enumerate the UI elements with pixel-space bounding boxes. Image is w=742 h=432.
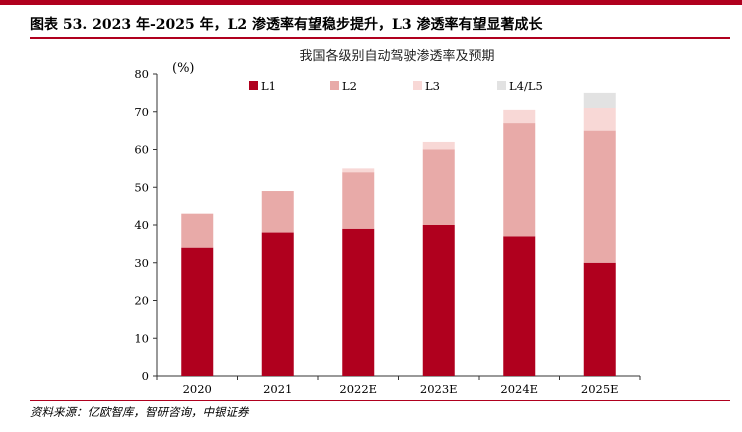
bar-segment-l3 bbox=[422, 141, 455, 150]
legend-swatch bbox=[330, 81, 339, 90]
bar-segment-l1 bbox=[422, 225, 455, 376]
chart-title: 我国各级别自动驾驶渗透率及预期 bbox=[299, 48, 494, 64]
bar-segment-l1 bbox=[342, 228, 375, 376]
bar-segment-l1 bbox=[261, 232, 294, 376]
bar-segment-l4-l5 bbox=[583, 92, 616, 108]
bar-segment-l2 bbox=[503, 123, 536, 237]
legend-label: L3 bbox=[425, 79, 440, 93]
legend-label: L4/L5 bbox=[509, 79, 543, 93]
bar-segment-l3 bbox=[342, 168, 375, 173]
y-tick-label: 70 bbox=[134, 105, 149, 119]
x-tick-label: 2020 bbox=[183, 382, 212, 396]
y-tick-label: 30 bbox=[134, 256, 149, 270]
x-tick-label: 2024E bbox=[500, 382, 538, 396]
y-tick-label: 20 bbox=[134, 294, 149, 308]
bar-segment-l3 bbox=[503, 109, 536, 124]
y-tick-label: 80 bbox=[134, 67, 149, 81]
legend-swatch bbox=[249, 81, 258, 90]
bar-segment-l3 bbox=[583, 107, 616, 131]
x-tick-label: 2025E bbox=[581, 382, 619, 396]
x-tick-label: 2023E bbox=[420, 382, 458, 396]
y-axis-label: (%) bbox=[172, 61, 195, 76]
bar-segment-l1 bbox=[181, 247, 214, 376]
bar-segment-l2 bbox=[261, 191, 294, 233]
y-tick-label: 50 bbox=[134, 180, 149, 194]
y-tick-label: 0 bbox=[142, 369, 149, 383]
legend-label: L2 bbox=[342, 79, 357, 93]
stacked-bar-chart: 我国各级别自动驾驶渗透率及预期 (%) 0 10 20 30 40 50 60 70 80 2020 2… bbox=[134, 48, 641, 396]
bar-segment-l2 bbox=[422, 149, 455, 225]
footer-divider bbox=[30, 400, 730, 401]
bar-segment-l2 bbox=[342, 172, 375, 229]
bar-segment-l1 bbox=[583, 262, 616, 376]
y-tick-label: 40 bbox=[134, 218, 149, 232]
figure-header: 图表 53. 2023 年-2025 年，L2 渗透率有望稳步提升，L3 渗透率… bbox=[30, 8, 730, 39]
y-tick-label: 60 bbox=[134, 143, 149, 157]
header-divider bbox=[30, 37, 730, 39]
legend-label: L1 bbox=[261, 79, 276, 93]
top-accent-bar bbox=[0, 0, 742, 5]
bar-segment-l1 bbox=[503, 236, 536, 376]
legend-swatch bbox=[497, 81, 506, 90]
bar-segment-l2 bbox=[181, 213, 214, 248]
x-tick-label: 2021 bbox=[263, 382, 292, 396]
y-tick-label: 10 bbox=[134, 331, 149, 345]
x-tick-label: 2022E bbox=[339, 382, 377, 396]
source-note: 资料来源：亿欧智库，智研咨询，中银证券 bbox=[30, 405, 249, 419]
legend-swatch bbox=[413, 81, 422, 90]
chart-container: 我国各级别自动驾驶渗透率及预期 (%) 0 10 20 30 40 50 60 70 80 2020 2… bbox=[0, 38, 742, 400]
bar-segment-l2 bbox=[583, 130, 616, 263]
figure-title: 图表 53. 2023 年-2025 年，L2 渗透率有望稳步提升，L3 渗透率… bbox=[30, 17, 543, 33]
